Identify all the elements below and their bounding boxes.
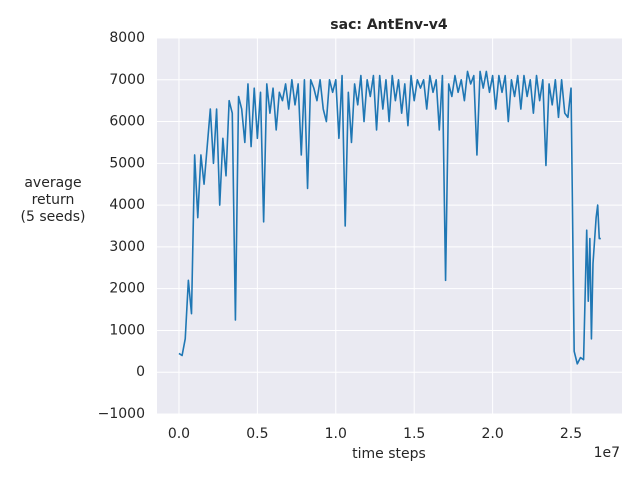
line [178, 70, 601, 365]
y-tick-label: −1000 [98, 406, 145, 422]
x-axis-label: time steps [352, 446, 426, 462]
plot-area [157, 38, 622, 414]
x-tick-label: 2.5 [560, 426, 582, 442]
chart-title: sac: AntEnv-v4 [330, 17, 448, 33]
y-tick-label: 4000 [109, 197, 145, 213]
x-tick-label: 1.5 [403, 426, 425, 442]
x-tick-label: 1.0 [325, 426, 347, 442]
y-tick-label: 1000 [109, 322, 145, 338]
x-tick-label: 0.5 [246, 426, 268, 442]
y-tick-label: 0 [136, 364, 145, 380]
y-axis-label: (5 seeds) [21, 209, 86, 225]
y-axis-label: return [32, 192, 75, 208]
y-tick-label: 7000 [109, 72, 145, 88]
x-tick-label: 2.0 [481, 426, 503, 442]
y-tick-label: 3000 [109, 239, 145, 255]
y-axis-label: average [24, 175, 81, 191]
y-tick-label: 5000 [109, 155, 145, 171]
x-offset-label: 1e7 [594, 445, 620, 461]
y-tick-label: 8000 [109, 30, 145, 46]
x-tick-label: 0.0 [168, 426, 190, 442]
y-tick-label: 6000 [109, 114, 145, 130]
y-tick-label: 2000 [109, 281, 145, 297]
